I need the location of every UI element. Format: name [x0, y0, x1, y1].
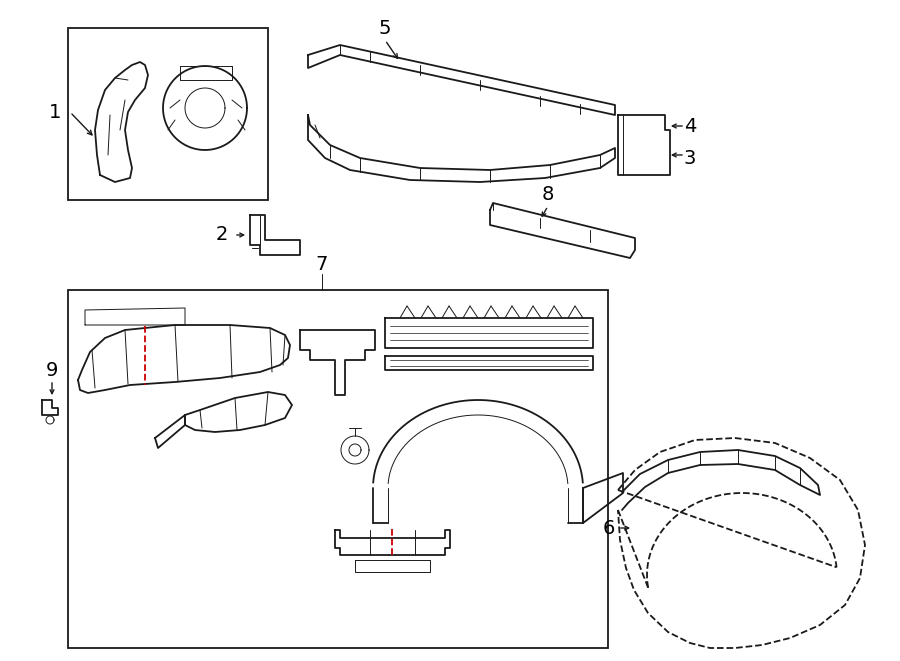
Text: 7: 7 — [316, 256, 328, 274]
Text: 1: 1 — [49, 102, 61, 122]
Bar — [68, 28, 268, 200]
Text: 3: 3 — [684, 149, 697, 167]
Text: 6: 6 — [603, 518, 615, 537]
Text: 9: 9 — [46, 360, 58, 379]
Text: 5: 5 — [379, 19, 392, 38]
Bar — [68, 290, 608, 648]
Text: 2: 2 — [216, 225, 229, 245]
Text: 8: 8 — [542, 186, 554, 204]
Text: 4: 4 — [684, 116, 697, 136]
